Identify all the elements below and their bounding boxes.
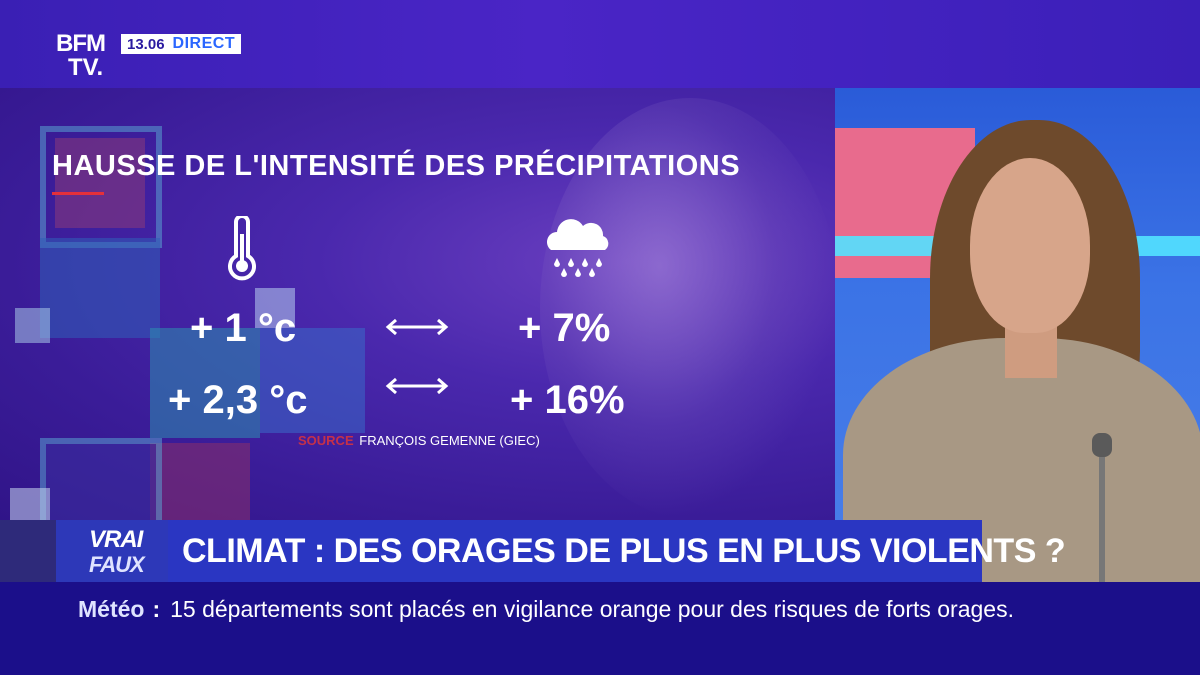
source-text: FRANÇOIS GEMENNE (GIEC) [359, 433, 540, 448]
decor-tile [260, 328, 365, 433]
infographic-panel: HAUSSE DE L'INTENSITÉ DES PRÉCIPITATIONS… [0, 88, 835, 523]
source-credit: SOURCE FRANÇOIS GEMENNE (GIEC) [298, 433, 540, 448]
double-arrow-icon [385, 377, 449, 395]
decor-tile [40, 238, 160, 338]
broadcast-time: 13.06 [127, 35, 165, 53]
lower-third-left-strip [0, 520, 60, 582]
ticker-category: Météo [78, 596, 145, 622]
temperature-value-1: + 1 °c [190, 306, 297, 350]
decor-tile [55, 138, 145, 228]
precipitation-value-1: + 7% [518, 306, 611, 350]
presenter-face [970, 158, 1090, 333]
background-portrait [540, 98, 835, 518]
ticker-content: Météo:15 départements sont placés en vig… [78, 594, 1158, 624]
headline-banner: CLIMAT : DES ORAGES DE PLUS EN PLUS VIOL… [168, 520, 1066, 582]
studio-camera-panel [835, 88, 1200, 582]
decor-tile [10, 488, 50, 523]
vrai-faux-badge: VRAI FAUX [56, 520, 168, 582]
infographic-title: HAUSSE DE L'INTENSITÉ DES PRÉCIPITATIONS [52, 150, 741, 182]
double-arrow-icon [385, 318, 449, 336]
logo-line1: BFM [56, 30, 106, 57]
thermometer-icon [228, 216, 256, 281]
decor-tile [40, 438, 162, 523]
decor-tile [150, 328, 260, 438]
channel-logo: BFM TV. [56, 32, 118, 84]
ticker-text: 15 départements sont placés en vigilance… [170, 596, 1014, 622]
decor-tile [255, 288, 295, 328]
rain-cloud-icon [547, 219, 609, 277]
precipitation-value-2: + 16% [510, 378, 625, 422]
temperature-value-2: + 2,3 °c [168, 378, 308, 422]
decor-tile [15, 308, 50, 343]
news-ticker: Météo:15 départements sont placés en vig… [0, 582, 1200, 675]
live-label: DIRECT [172, 35, 236, 52]
ticker-separator: : [152, 596, 161, 622]
source-label: SOURCE [298, 433, 354, 448]
badge-line2: FAUX [89, 552, 145, 577]
live-time-box: 13.06 DIRECT [121, 34, 242, 54]
logo-line2: TV. [68, 54, 104, 81]
microphone-icon [1092, 433, 1112, 582]
decor-tile [150, 443, 250, 523]
badge-line1: VRAI [89, 526, 143, 553]
title-accent-line [52, 192, 104, 195]
